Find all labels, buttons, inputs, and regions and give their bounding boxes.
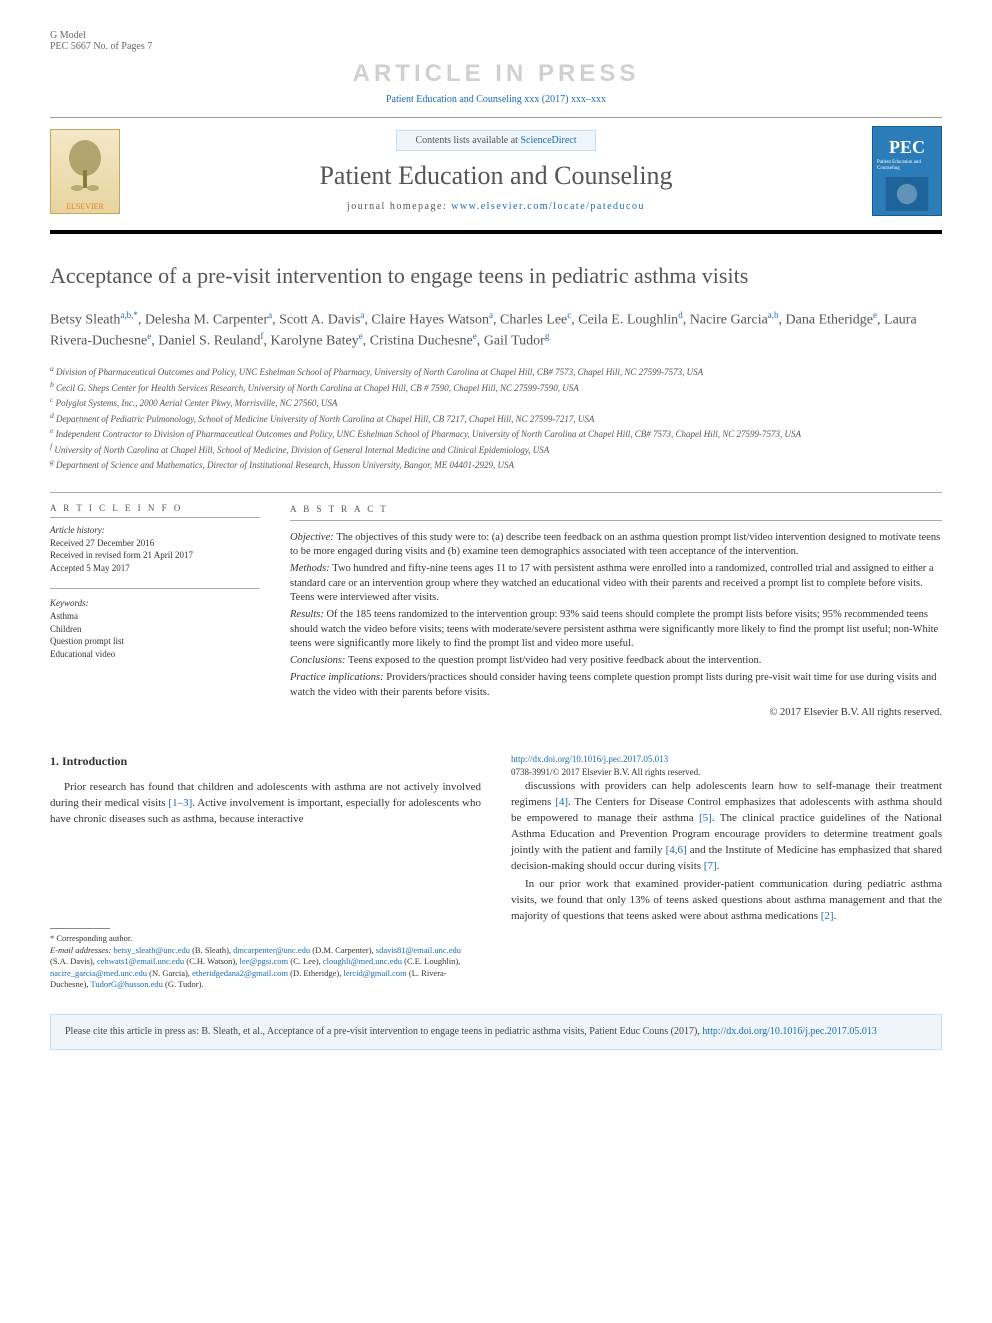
intro-paragraph-1: Prior research has found that children a… <box>50 780 481 828</box>
info-abstract-row: A R T I C L E I N F O Article history: R… <box>50 492 942 723</box>
email-link[interactable]: betsy_sleath@unc.edu <box>113 945 190 955</box>
journal-banner: ELSEVIER Contents lists available at Sci… <box>50 117 942 234</box>
contents-box: Contents lists available at ScienceDirec… <box>396 130 595 151</box>
authors-list: Betsy Sleatha,b,*, Delesha M. Carpentera… <box>50 309 942 352</box>
footnote-separator <box>50 928 110 929</box>
doi-block: http://dx.doi.org/10.1016/j.pec.2017.05.… <box>511 753 942 779</box>
affiliation-line: d Department of Pediatric Pulmonology, S… <box>50 411 942 426</box>
affiliation-line: e Independent Contractor to Division of … <box>50 426 942 441</box>
abstract-part-label: Conclusions: <box>290 655 348 666</box>
email-addresses: E-mail addresses: betsy_sleath@unc.edu (… <box>50 945 481 991</box>
abstract-copyright: © 2017 Elsevier B.V. All rights reserved… <box>290 706 942 721</box>
keyword-item: Question prompt list <box>50 635 260 648</box>
intro-paragraph-2: discussions with providers can help adol… <box>511 779 942 875</box>
intro-paragraph-3: In our prior work that examined provider… <box>511 877 942 925</box>
journal-title: Patient Education and Counseling <box>136 161 856 191</box>
intro-heading: 1. Introduction <box>50 753 481 770</box>
affiliation-line: g Department of Science and Mathematics,… <box>50 457 942 472</box>
affiliation-line: b Cecil G. Sheps Center for Health Servi… <box>50 380 942 395</box>
abstract-part-label: Objective: <box>290 532 336 543</box>
cover-subtitle: Patient Education and Counseling <box>877 160 937 171</box>
keywords-block: Keywords: AsthmaChildrenQuestion prompt … <box>50 597 260 660</box>
page-root: G Model PEC 5667 No. of Pages 7 ARTICLE … <box>0 0 992 1080</box>
article-history-block: Article history: Received 27 December 20… <box>50 524 260 574</box>
email-link[interactable]: sdavis81@email.unc.edu <box>376 945 461 955</box>
abstract-part: Results: Of the 185 teens randomized to … <box>290 608 942 652</box>
email-link[interactable]: dmcarpenter@unc.edu <box>233 945 310 955</box>
affiliation-line: c Polyglot Systems, Inc., 2000 Aerial Ce… <box>50 395 942 410</box>
abstract-part: Objective: The objectives of this study … <box>290 531 942 560</box>
email-link[interactable]: lee@pgsi.com <box>239 956 288 966</box>
abstract-part-text: The objectives of this study were to: (a… <box>290 532 940 558</box>
issn-copyright: 0738-3991/© 2017 Elsevier B.V. All right… <box>511 766 942 779</box>
keyword-item: Asthma <box>50 610 260 623</box>
doi-link[interactable]: http://dx.doi.org/10.1016/j.pec.2017.05.… <box>511 754 668 764</box>
keywords-label: Keywords: <box>50 597 260 610</box>
abstract-part-text: Of the 185 teens randomized to the inter… <box>290 609 938 649</box>
model-line: G Model <box>50 30 152 41</box>
abstract-part-text: Two hundred and fifty-nine teens ages 11… <box>290 563 934 603</box>
body-two-column: 1. Introduction Prior research has found… <box>50 753 942 991</box>
model-code: PEC 5667 No. of Pages 7 <box>50 41 152 52</box>
keyword-item: Children <box>50 623 260 636</box>
elsevier-logo: ELSEVIER <box>50 129 120 214</box>
email-link[interactable]: nacire_garcia@med.unc.edu <box>50 968 147 978</box>
abstract-part-label: Results: <box>290 609 326 620</box>
email-link[interactable]: TudorG@husson.edu <box>90 979 162 989</box>
article-info-column: A R T I C L E I N F O Article history: R… <box>50 493 260 723</box>
elsevier-tree-icon <box>60 130 110 202</box>
keyword-item: Educational video <box>50 648 260 661</box>
abstract-part: Practice implications: Providers/practic… <box>290 671 942 700</box>
journal-homepage: journal homepage: www.elsevier.com/locat… <box>136 201 856 212</box>
email-link[interactable]: etheridgedana2@gmail.com <box>192 968 288 978</box>
abstract-part: Conclusions: Teens exposed to the questi… <box>290 654 942 669</box>
email-link[interactable]: lercid@gmail.com <box>343 968 406 978</box>
affiliations-list: a Division of Pharmaceutical Outcomes an… <box>50 364 942 472</box>
model-info: G Model PEC 5667 No. of Pages 7 <box>50 30 152 52</box>
abstract-column: A B S T R A C T Objective: The objective… <box>290 493 942 723</box>
watermark-text: ARTICLE IN PRESS <box>50 60 942 88</box>
journal-cover-thumbnail: PEC Patient Education and Counseling <box>872 126 942 216</box>
contents-prefix: Contents lists available at <box>415 135 520 146</box>
header-meta: G Model PEC 5667 No. of Pages 7 <box>50 30 942 52</box>
elsevier-label: ELSEVIER <box>66 202 104 211</box>
abstract-part-label: Practice implications: <box>290 672 386 683</box>
journal-reference: Patient Education and Counseling xxx (20… <box>50 94 942 105</box>
email-link[interactable]: cehwats1@email.unc.edu <box>97 956 184 966</box>
homepage-link[interactable]: www.elsevier.com/locate/pateducou <box>451 201 645 212</box>
abstract-part: Methods: Two hundred and fifty-nine teen… <box>290 562 942 606</box>
affiliation-line: a Division of Pharmaceutical Outcomes an… <box>50 364 942 379</box>
citation-doi-link[interactable]: http://dx.doi.org/10.1016/j.pec.2017.05.… <box>702 1026 877 1037</box>
email-label: E-mail addresses: <box>50 945 111 955</box>
cover-badge: PEC <box>889 137 925 158</box>
history-line: Accepted 5 May 2017 <box>50 562 260 575</box>
article-info-heading: A R T I C L E I N F O <box>50 493 260 518</box>
abstract-heading: A B S T R A C T <box>290 493 942 521</box>
homepage-prefix: journal homepage: <box>347 201 451 212</box>
sciencedirect-link[interactable]: ScienceDirect <box>520 135 576 146</box>
history-line: Received 27 December 2016 <box>50 537 260 550</box>
abstract-part-label: Methods: <box>290 563 332 574</box>
corresponding-author-note: * Corresponding author. <box>50 933 481 944</box>
citation-text: Please cite this article in press as: B.… <box>65 1026 702 1037</box>
citation-box: Please cite this article in press as: B.… <box>50 1014 942 1050</box>
affiliation-line: f University of North Carolina at Chapel… <box>50 442 942 457</box>
history-label: Article history: <box>50 524 260 537</box>
article-title: Acceptance of a pre-visit intervention t… <box>50 262 942 291</box>
history-line: Received in revised form 21 April 2017 <box>50 549 260 562</box>
footnotes-block: * Corresponding author. E-mail addresses… <box>50 933 481 990</box>
banner-center: Contents lists available at ScienceDirec… <box>136 130 856 212</box>
abstract-part-text: Teens exposed to the question prompt lis… <box>348 655 761 666</box>
email-link[interactable]: cloughli@med.unc.edu <box>323 956 402 966</box>
abstract-part-text: Providers/practices should consider havi… <box>290 672 937 698</box>
